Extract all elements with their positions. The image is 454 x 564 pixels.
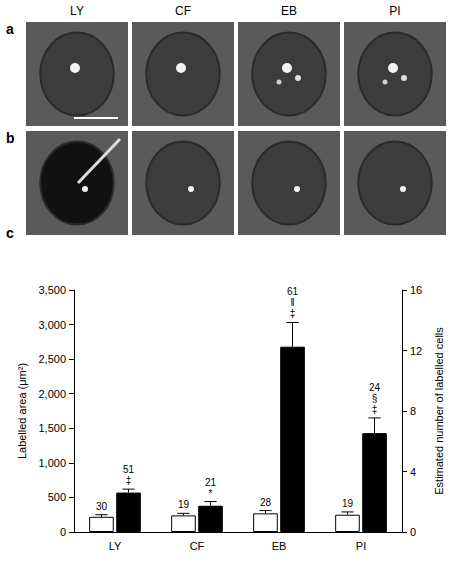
svg-text:b: b <box>6 130 15 146</box>
svg-text:§: § <box>372 393 378 404</box>
svg-text:LY: LY <box>70 4 84 18</box>
svg-text:a: a <box>6 21 14 37</box>
svg-text:8: 8 <box>410 405 416 417</box>
svg-text:LY: LY <box>109 540 122 552</box>
svg-text:1,000: 1,000 <box>38 457 66 469</box>
svg-text:PI: PI <box>356 540 366 552</box>
svg-text:PI: PI <box>389 4 400 18</box>
svg-text:19: 19 <box>342 498 354 509</box>
svg-text:‡: ‡ <box>372 404 378 415</box>
svg-text:28: 28 <box>260 497 272 508</box>
svg-text:2,500: 2,500 <box>38 353 66 365</box>
svg-text:30: 30 <box>96 501 108 512</box>
svg-text:‖: ‖ <box>290 297 294 308</box>
svg-text:21: 21 <box>205 477 217 488</box>
svg-text:16: 16 <box>410 284 422 296</box>
svg-text:CF: CF <box>190 540 205 552</box>
svg-text:19: 19 <box>178 499 190 510</box>
svg-text:500: 500 <box>48 491 66 503</box>
svg-text:Estimated number of labelled c: Estimated number of labelled cells <box>433 327 445 495</box>
svg-text:c: c <box>6 225 14 240</box>
svg-text:EB: EB <box>272 540 287 552</box>
svg-text:CF: CF <box>175 4 191 18</box>
svg-text:Labelled area (μm²): Labelled area (μm²) <box>16 363 28 459</box>
svg-text:3,500: 3,500 <box>38 284 66 296</box>
svg-text:‡: ‡ <box>126 475 132 486</box>
svg-text:1,500: 1,500 <box>38 422 66 434</box>
svg-text:0: 0 <box>410 526 416 538</box>
svg-text:EB: EB <box>281 4 297 18</box>
svg-text:51: 51 <box>123 464 135 475</box>
svg-text:4: 4 <box>410 466 416 478</box>
svg-text:2,000: 2,000 <box>38 388 66 400</box>
svg-text:61: 61 <box>287 286 299 297</box>
svg-text:24: 24 <box>369 382 381 393</box>
svg-text:0: 0 <box>60 526 66 538</box>
svg-text:*: * <box>209 488 213 499</box>
svg-text:‡: ‡ <box>290 308 296 319</box>
svg-text:3,000: 3,000 <box>38 319 66 331</box>
svg-text:12: 12 <box>410 345 422 357</box>
